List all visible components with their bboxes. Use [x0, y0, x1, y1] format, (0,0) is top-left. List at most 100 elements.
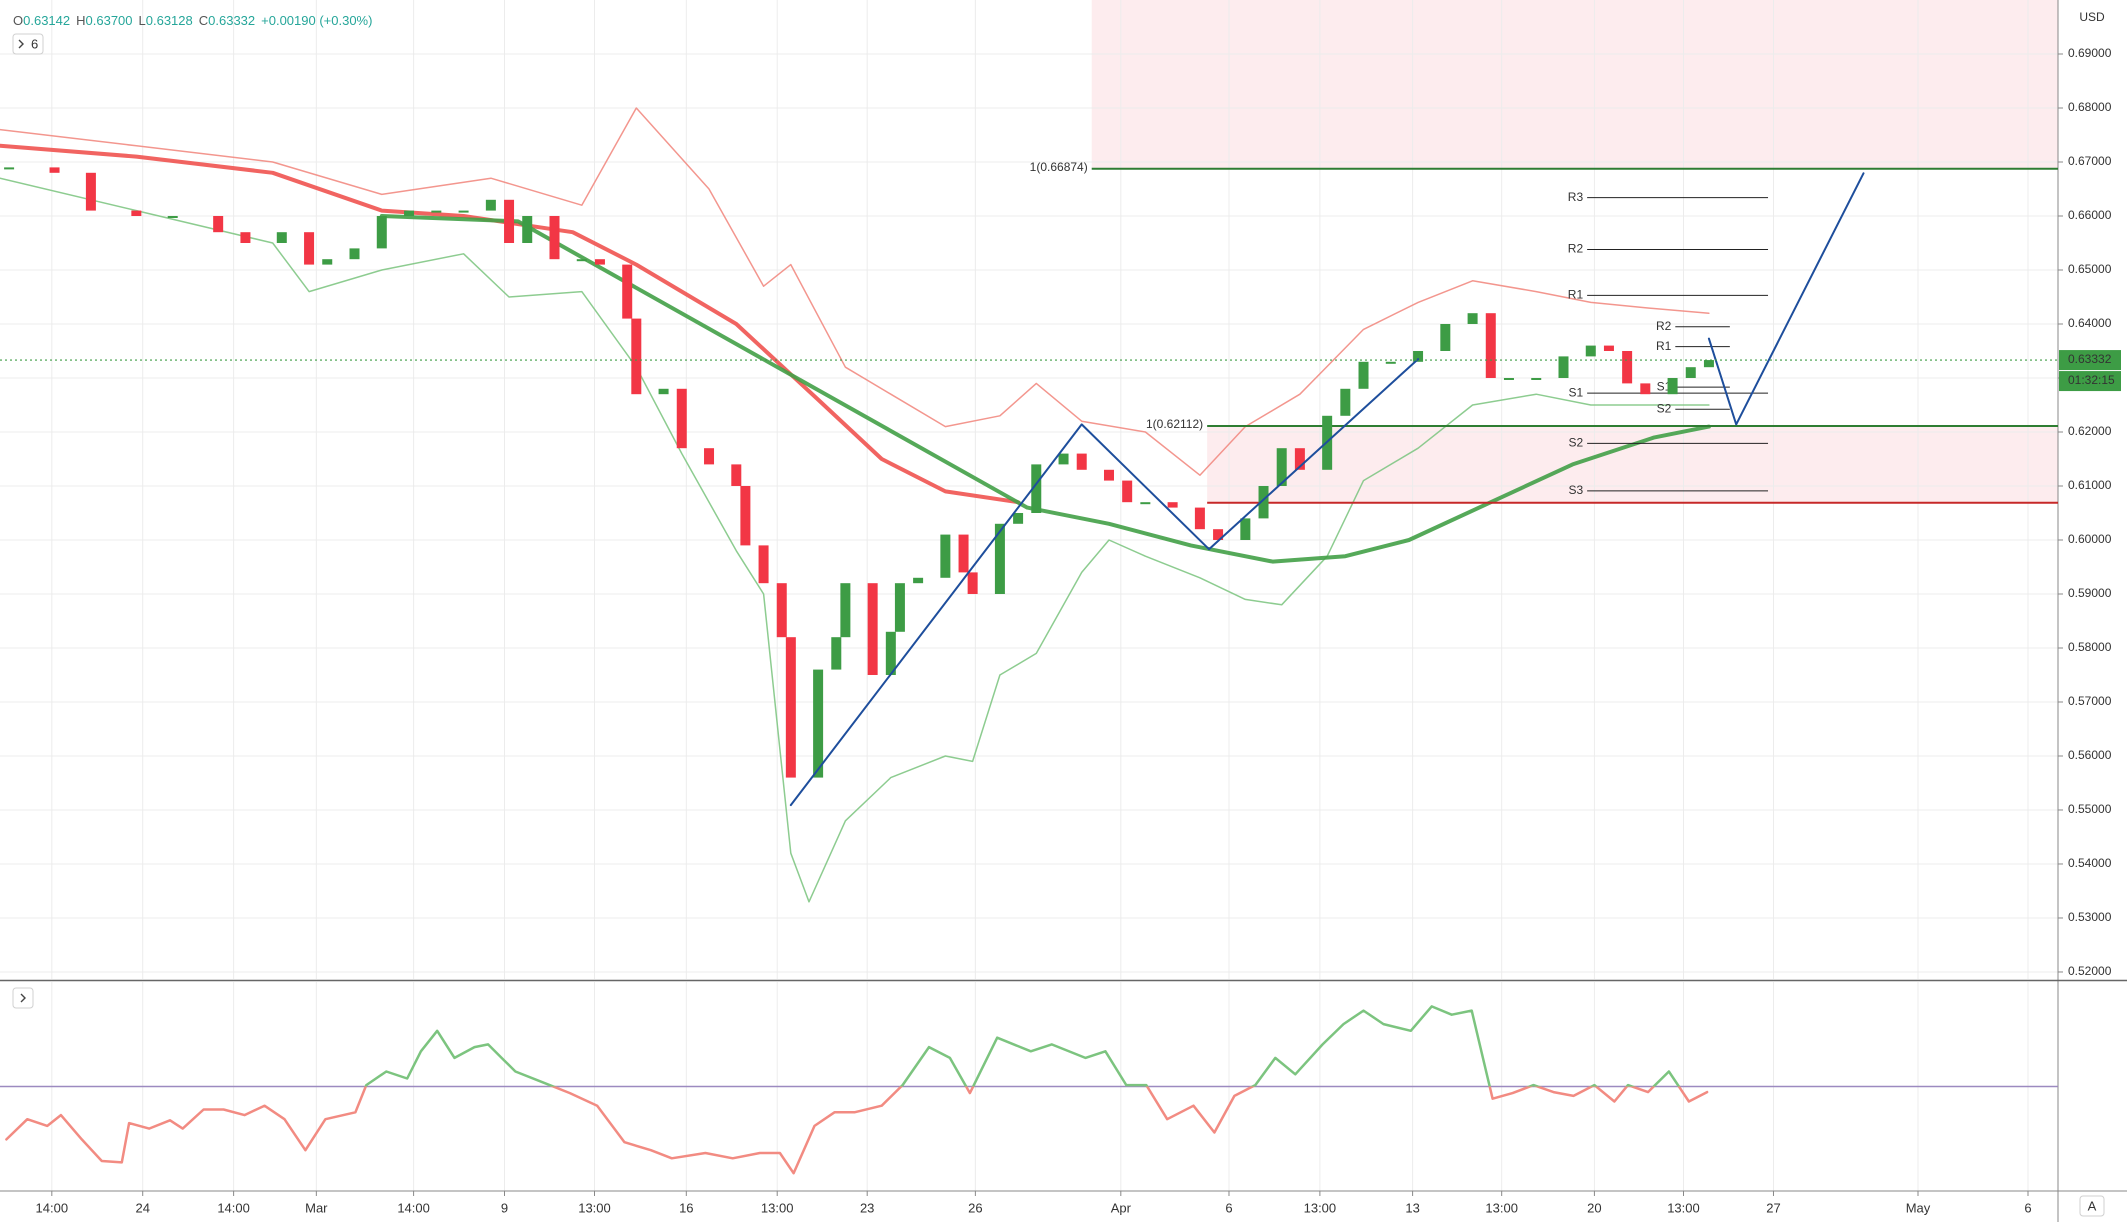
candle [1585, 345, 1596, 357]
ohlc-value: 0.63128 [146, 13, 193, 28]
trend-drawing [1707, 172, 1865, 426]
candle [1622, 350, 1633, 384]
level-label: 1(0.66874) [1030, 160, 1088, 174]
pivot-label: R1 [1568, 288, 1584, 302]
candle [1603, 345, 1614, 351]
chevron-icon [20, 993, 26, 1003]
y-tick-label: 0.54000 [2068, 856, 2112, 870]
candle [840, 583, 851, 638]
candle [1194, 507, 1205, 530]
candle [349, 248, 360, 260]
oscillator-line [5, 1086, 1709, 1175]
countdown-box [2059, 371, 2121, 392]
candle [1294, 448, 1305, 470]
candle [167, 215, 178, 218]
y-tick-label: 0.53000 [2068, 910, 2112, 924]
x-tick-label: 27 [1766, 1200, 1780, 1215]
x-tick-label: 24 [135, 1200, 149, 1215]
candle [704, 448, 715, 465]
y-tick-label: 0.56000 [2068, 748, 2112, 762]
y-tick-label: 0.68000 [2068, 100, 2112, 114]
background-layer [1091, 0, 2058, 503]
pivot-label: R2 [1568, 242, 1584, 256]
x-tick-label: 14:00 [217, 1200, 250, 1215]
candle [4, 167, 15, 170]
pivot-label: R2 [1656, 319, 1672, 333]
candle [304, 232, 315, 265]
oscillator-line [364, 1005, 1681, 1087]
candle [1103, 469, 1114, 481]
legend-toggle[interactable] [12, 33, 44, 55]
x-tick-label: 13:00 [578, 1200, 611, 1215]
y-tick-label: 0.65000 [2068, 262, 2112, 276]
x-tick-label: 13 [1405, 1200, 1419, 1215]
x-tick-label: 13:00 [1667, 1200, 1700, 1215]
candle [240, 232, 251, 243]
pivot-label: R3 [1568, 190, 1584, 204]
y-tick-label: 0.66000 [2068, 208, 2112, 222]
x-tick-label: 14:00 [397, 1200, 430, 1215]
candle [1140, 502, 1151, 505]
candle [1467, 313, 1478, 324]
candle [485, 199, 496, 211]
candle [1358, 361, 1369, 389]
candle [1413, 350, 1424, 362]
pivot-label: S3 [1568, 483, 1583, 497]
candle [731, 464, 742, 486]
x-tick-label: 16 [679, 1200, 693, 1215]
candle [1122, 480, 1133, 503]
candle [594, 259, 605, 265]
candle [1503, 377, 1514, 380]
ohlc-value: 0.63332 [208, 13, 255, 28]
candle [1058, 453, 1069, 465]
currency-label: USD [2079, 10, 2105, 24]
pivot-label: S2 [1568, 436, 1583, 450]
x-tick-label: 6 [2024, 1200, 2031, 1215]
candle [549, 215, 560, 260]
candle [958, 534, 969, 573]
candle [994, 523, 1005, 594]
y-tick-label: 0.55000 [2068, 802, 2112, 816]
x-tick-label: May [1906, 1200, 1931, 1215]
y-tick-label: 0.62000 [2068, 424, 2112, 438]
candle [1340, 388, 1351, 416]
auto-scale-label: A [2088, 1198, 2097, 1213]
candle [376, 215, 387, 249]
indicator-line [0, 177, 1710, 903]
indicator-line [379, 214, 1711, 564]
x-tick-label: Mar [305, 1200, 328, 1215]
zone [1207, 425, 2058, 503]
candle [1558, 356, 1569, 378]
candle [1703, 360, 1714, 368]
candle [1013, 512, 1024, 524]
ui-layer: 6 USD A 0.52000 0.53000 0.54000 0.55000 0.56… [12, 6, 2121, 1217]
candle [1531, 377, 1542, 380]
last-price-box [2059, 350, 2121, 371]
x-tick-label: 14:00 [36, 1200, 69, 1215]
candle [785, 637, 796, 778]
candle [1031, 464, 1042, 513]
auto-scale-button[interactable] [2079, 1195, 2105, 1217]
pane-toggle[interactable] [12, 987, 34, 1009]
y-tick-label: 0.64000 [2068, 316, 2112, 330]
candle [1167, 502, 1178, 508]
candle [576, 259, 587, 262]
candle [431, 210, 442, 213]
countdown-label: 01:32:15 [2068, 373, 2115, 387]
ohlc-key: L [139, 13, 146, 28]
last-price-label: 0.63332 [2068, 352, 2112, 366]
candle [940, 534, 951, 578]
candle [49, 167, 60, 173]
candle [404, 210, 415, 216]
ohlc-key: H [76, 13, 85, 28]
candle [831, 637, 842, 670]
currency-box [2072, 6, 2112, 28]
candle [1485, 313, 1496, 378]
candle [1213, 529, 1224, 540]
candle [1440, 323, 1451, 351]
candle [631, 318, 642, 395]
candle [1276, 448, 1287, 486]
